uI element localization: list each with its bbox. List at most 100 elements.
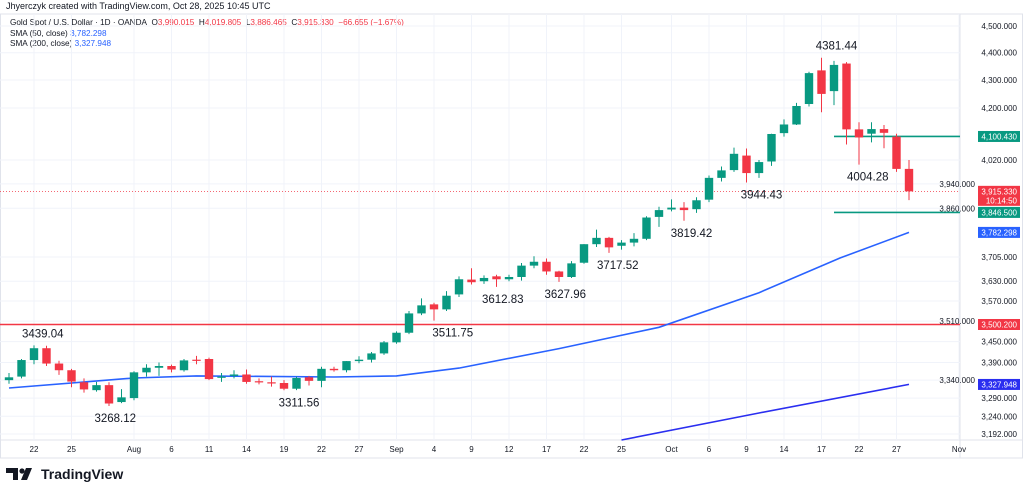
candle-down: [904, 160, 914, 201]
candle-down: [604, 236, 614, 253]
candle-down: [742, 148, 751, 183]
candle-body: [567, 263, 576, 277]
candle-up: [292, 376, 301, 391]
candle-body: [67, 370, 76, 382]
candle-body: [417, 305, 426, 314]
y-tick-label: 3,510.000: [939, 317, 975, 326]
candle-body: [479, 277, 489, 282]
candle-body: [242, 374, 251, 382]
candle-up: [642, 216, 651, 241]
tradingview-logo-icon: [6, 468, 32, 480]
candle-down: [67, 368, 76, 388]
candle-body: [592, 237, 601, 245]
last-price-tag: [978, 185, 1020, 206]
candle-down: [554, 270, 564, 282]
candle-body: [842, 63, 851, 130]
candle-body: [692, 200, 701, 210]
candle-up: [504, 274, 514, 282]
tradingview-logo[interactable]: TradingView: [6, 466, 123, 482]
candle-up: [804, 71, 814, 107]
x-tick-label: 11: [205, 445, 214, 454]
candle-up: [4, 373, 14, 384]
candle-body: [892, 136, 901, 169]
x-tick-label: 9: [744, 445, 749, 454]
high-value: 4,019.805: [204, 18, 242, 27]
candle-body: [617, 242, 626, 246]
symbol-title[interactable]: Gold Spot / U.S. Dollar · 1D · OANDA: [10, 18, 147, 27]
candle-body: [679, 207, 689, 211]
candle-up: [517, 263, 526, 281]
sma50-legend-row[interactable]: SMA (50, close) 3,782.298: [10, 29, 404, 40]
x-tick-label: 22: [317, 445, 326, 454]
x-tick-label: 6: [707, 445, 712, 454]
price-annotation: 3311.56: [279, 397, 320, 409]
open-value: 3,990.015: [157, 18, 195, 27]
candle-up: [454, 276, 464, 298]
candle-body: [829, 64, 839, 92]
candle-down: [242, 369, 251, 384]
price-annotation: 3819.42: [671, 228, 713, 240]
candle-up: [392, 331, 401, 344]
candle-down: [329, 366, 339, 372]
candle-body: [492, 276, 501, 280]
candle-up: [154, 362, 164, 376]
x-tick-label: Sep: [389, 445, 404, 454]
y-tick-label: 3,240.000: [981, 412, 1017, 421]
candle-body: [379, 342, 389, 354]
x-tick-label: 6: [169, 445, 174, 454]
candle-down: [79, 378, 89, 393]
price-annotation: 4004.28: [847, 172, 889, 184]
sma200-legend-row[interactable]: SMA (200, close) 3,327.948: [10, 39, 404, 50]
grid: [0, 13, 1023, 459]
time-axis[interactable]: 22 25 Aug 6 11 14 19 22 27 Sep 4 9 12 17 22 25 Oct 6 9 14 17…: [30, 445, 967, 454]
price-level-tag-label: 3,846.500: [981, 208, 1017, 217]
candle-up: [404, 311, 414, 335]
candle-body: [4, 377, 14, 381]
y-tick-label: 4,500.000: [981, 22, 1017, 31]
price-axis[interactable]: 4,500.000 4,400.000 4,300.000 4,200.000 4,02…: [939, 22, 1020, 439]
candle-up: [567, 261, 576, 278]
x-tick-label: 17: [817, 445, 826, 454]
chart-frame: [0, 13, 1023, 459]
candle-up: [129, 371, 139, 401]
tradingview-logo-text: TradingView: [41, 466, 124, 482]
sma50-line: [8, 231, 910, 389]
candle-body: [154, 366, 164, 368]
candle-body: [354, 359, 364, 362]
open-label: O: [151, 18, 158, 27]
price-level-tag-label: 3,500.200: [981, 320, 1017, 329]
candle-up: [792, 102, 801, 126]
candle-down: [42, 345, 51, 367]
candle-down: [279, 380, 289, 391]
x-tick-label: 9: [469, 445, 474, 454]
candle-body: [642, 217, 651, 239]
candle-body: [429, 304, 439, 310]
candle-body: [342, 361, 351, 371]
candle-up: [692, 197, 701, 213]
candle-body: [129, 372, 139, 399]
candle-up: [179, 358, 189, 372]
price-annotation: 3268.12: [94, 413, 136, 425]
candle-up: [617, 240, 626, 250]
x-tick-label: 25: [67, 445, 76, 454]
x-tick-label: 19: [280, 445, 289, 454]
candle-up: [779, 119, 789, 137]
x-tick-label: 14: [780, 445, 789, 454]
ohlc-legend-row: Gold Spot / U.S. Dollar · 1D · OANDA O3,…: [10, 18, 404, 29]
candle-body: [792, 105, 801, 125]
x-tick-label: 14: [242, 445, 251, 454]
candle-down: [879, 125, 889, 149]
candle-down: [304, 375, 314, 386]
candle-body: [779, 124, 789, 134]
price-level-tag: [978, 318, 1020, 330]
candle-down: [892, 133, 901, 172]
price-annotation: 3944.43: [741, 190, 783, 202]
candle-body: [279, 382, 289, 389]
candle-up: [867, 122, 876, 143]
candle-down: [542, 258, 551, 275]
candle-body: [704, 177, 714, 200]
candle-body: [667, 207, 676, 210]
candle-body: [54, 363, 64, 371]
x-tick-label: 22: [855, 445, 864, 454]
